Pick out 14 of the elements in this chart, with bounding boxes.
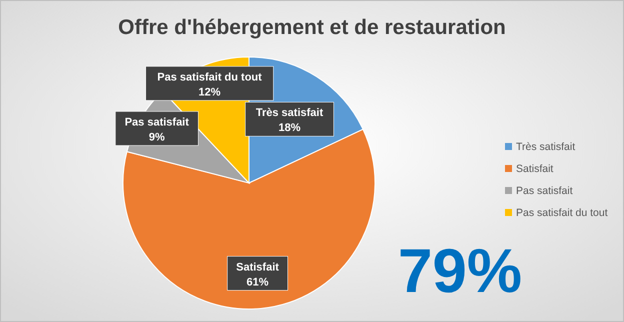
data-label: 9% (148, 131, 165, 144)
text: 79% (398, 237, 522, 306)
legend-label: Pas satisfait (516, 185, 573, 197)
slice-label: Très satisfait (256, 107, 324, 120)
category-label: Satisfait (516, 163, 554, 175)
slice-label: Pas satisfait du tout (157, 71, 262, 84)
chart-title: Offre d'hébergement et de restauration (118, 16, 506, 39)
data-label: 18% (278, 122, 301, 134)
legend-label: Très satisfait (516, 141, 576, 153)
data-label: 61% (246, 276, 269, 288)
slice-label: Pas satisfait (124, 116, 190, 128)
legend-label: Pas satisfait du tout (516, 207, 608, 219)
data-label: 12% (198, 86, 221, 98)
slice-label: Satisfait (236, 261, 280, 274)
